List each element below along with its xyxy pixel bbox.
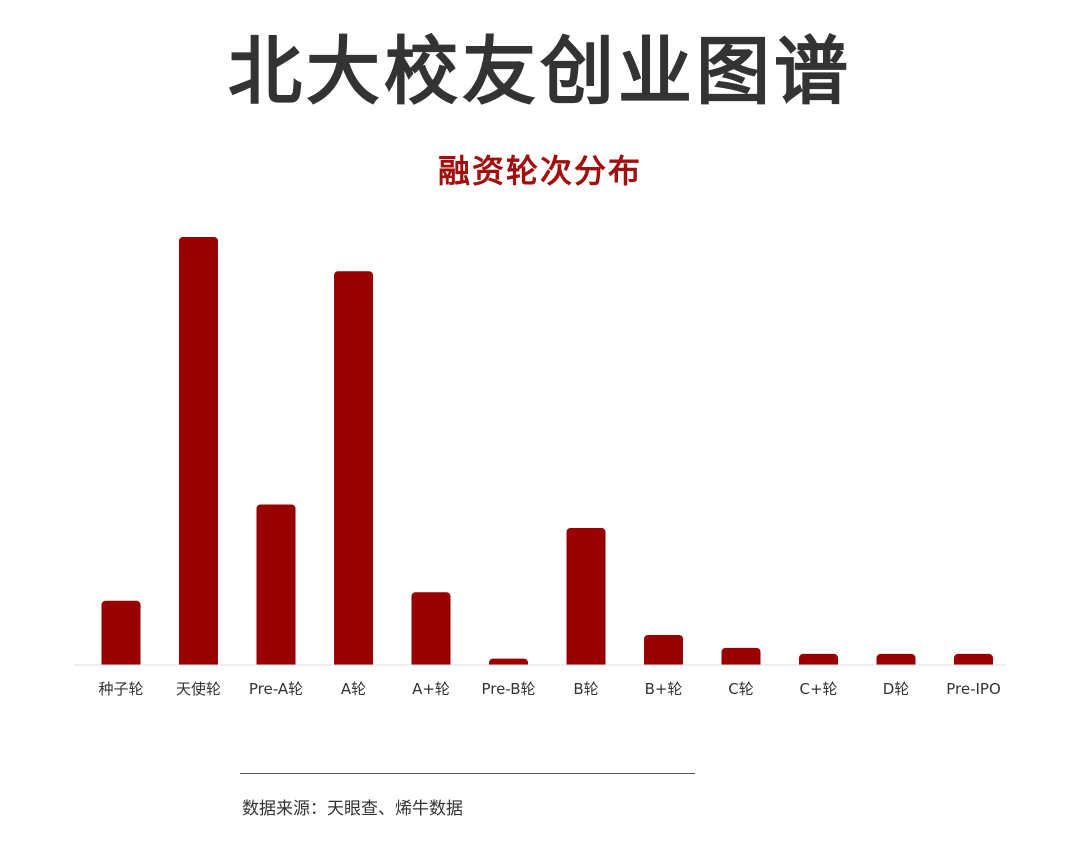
x-tick-label: Pre-A轮: [249, 680, 303, 698]
x-tick-label: C轮: [728, 680, 753, 698]
page-title: 北大校友创业图谱: [228, 29, 852, 115]
bar-6: [566, 528, 606, 669]
x-tick-label: 天使轮: [176, 680, 221, 698]
chart-subtitle: 融资轮次分布: [437, 152, 642, 190]
bar-3: [334, 271, 373, 669]
bar-1: [179, 237, 218, 669]
x-tick-label: A+轮: [412, 680, 450, 698]
baseline-mask: [60, 665, 1020, 673]
bar-4: [411, 592, 451, 669]
source-divider: [240, 773, 695, 774]
bar-8: [721, 647, 761, 669]
x-tick-label: B+轮: [645, 680, 683, 698]
bar-chart: 种子轮 天使轮 Pre-A轮 A轮 A+轮 Pre-B轮 B轮 B+轮 C轮 C+轮 D轮 Pre-I…: [60, 237, 1020, 698]
bars-group: [60, 237, 1020, 673]
x-tick-label: D轮: [883, 680, 910, 698]
bar-0: [101, 600, 141, 669]
data-source-note: 数据来源：天眼查、烯牛数据: [242, 799, 463, 819]
x-tick-label: Pre-B轮: [481, 680, 535, 698]
x-tick-label: Pre-IPO: [946, 680, 1001, 698]
x-tick-label: 种子轮: [98, 680, 143, 698]
x-tick-label: B轮: [573, 680, 598, 698]
x-tick-labels: 种子轮 天使轮 Pre-A轮 A轮 A+轮 Pre-B轮 B轮 B+轮 C轮 C+轮 D轮 Pre-I…: [98, 680, 1000, 698]
bar-7: [644, 635, 683, 669]
bar-2: [256, 504, 296, 669]
x-tick-label: A轮: [341, 680, 366, 698]
x-tick-label: C+轮: [799, 680, 837, 698]
